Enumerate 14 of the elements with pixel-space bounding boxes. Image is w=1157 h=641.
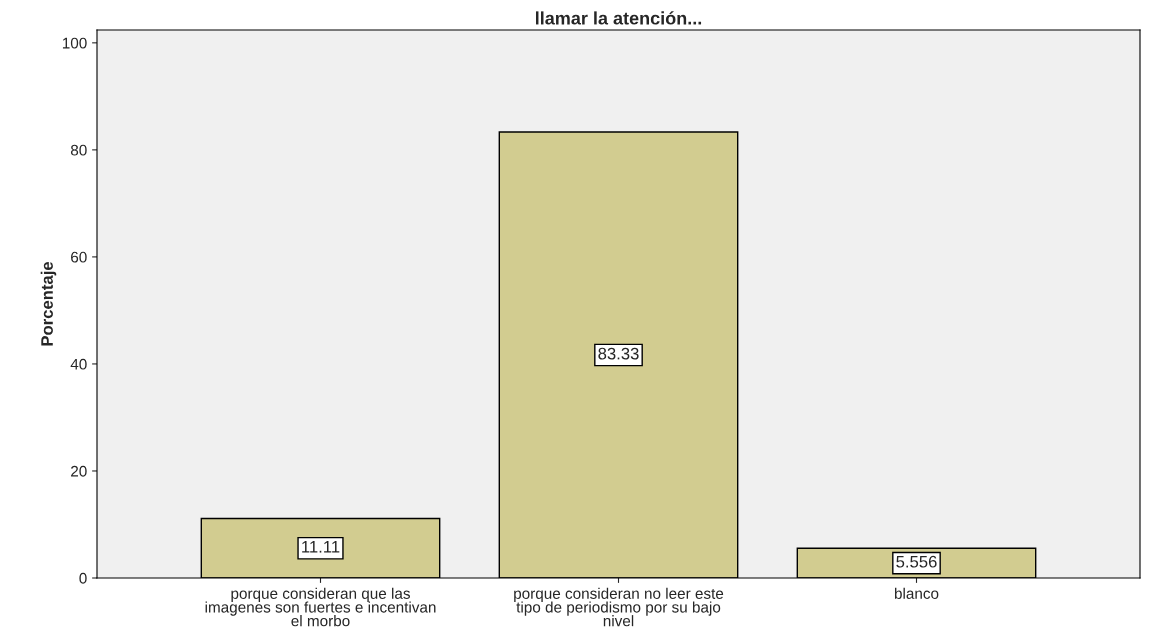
y-tick-label: 20 — [71, 465, 87, 477]
y-axis-title: Porcentaje — [40, 261, 57, 346]
y-tick-label: 0 — [79, 572, 87, 584]
data-label: 5.556 — [896, 555, 937, 568]
y-tick-label: 100 — [62, 37, 87, 49]
x-tick-label: porque consideran que las imagenes son fuertes e incentivan el morbo — [205, 587, 436, 627]
data-label: 11.11 — [302, 541, 340, 553]
x-tick-label: porque consideran no leer este tipo de periodismo por su bajo nivel — [514, 587, 724, 627]
y-tick-label: 60 — [71, 251, 87, 263]
y-tick-label: 80 — [70, 144, 87, 156]
chart-title: llamar la atención... — [535, 11, 702, 25]
y-tick-label: 40 — [70, 358, 87, 370]
data-label: 83.33 — [598, 347, 639, 360]
x-tick-label: blanco — [894, 587, 939, 599]
